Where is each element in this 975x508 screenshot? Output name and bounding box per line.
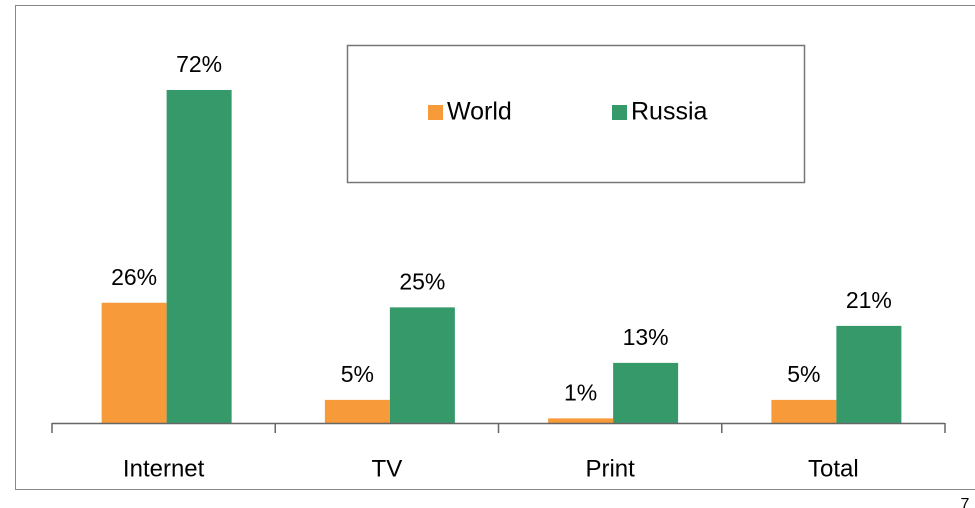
legend-swatch [428,105,443,120]
page-number: 7 [961,496,970,508]
bar [836,325,902,423]
value-label: 72% [176,51,222,77]
legend-label: Russia [631,98,708,126]
bar [389,307,455,423]
bar [324,399,390,423]
x-tick-label: Internet [123,455,205,482]
value-label: 21% [846,287,892,313]
bar [101,302,167,423]
x-tick-label: TV [372,455,403,482]
legend-label: World [447,98,512,126]
value-label: 5% [787,361,820,387]
x-tick-label: Print [585,455,635,482]
value-label: 25% [399,268,445,294]
bar [548,418,614,423]
value-label: 1% [564,379,597,405]
legend-swatch [612,105,627,120]
bar [613,362,679,423]
bar [771,399,837,423]
value-label: 5% [341,361,374,387]
legend-box [346,44,806,184]
value-label: 26% [111,264,157,290]
x-tick-label: Total [808,455,859,482]
bar [166,90,232,423]
value-label: 13% [623,324,669,350]
chart-frame [15,5,975,490]
